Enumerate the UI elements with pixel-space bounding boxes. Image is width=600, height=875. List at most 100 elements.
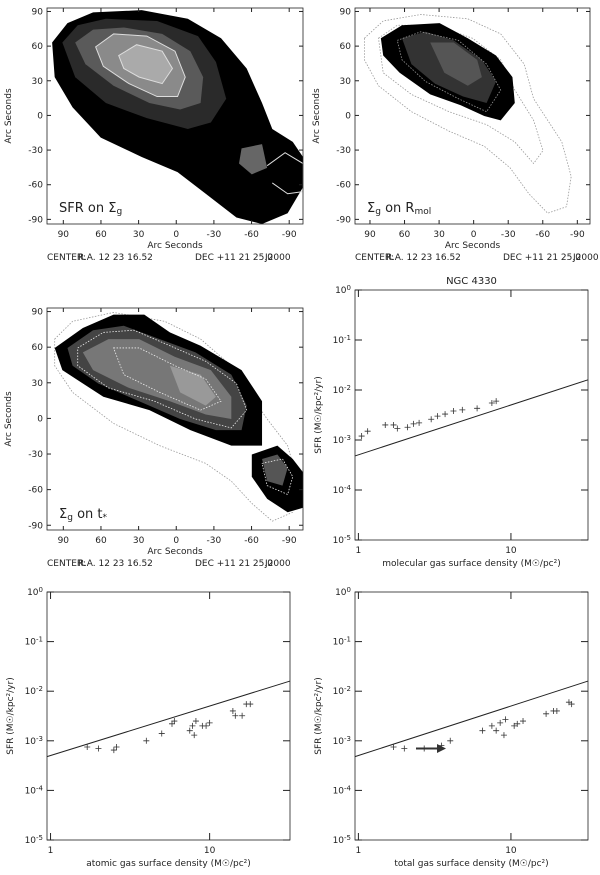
tick-exponent: -3 xyxy=(344,434,351,442)
data-point xyxy=(110,747,117,754)
tick-base: 10 xyxy=(333,486,345,496)
data-point xyxy=(543,710,550,717)
y-axis-label: Arc Seconds xyxy=(4,391,14,447)
data-point xyxy=(450,408,457,415)
tick-base: 10 xyxy=(333,436,345,446)
tick-base: 10 xyxy=(335,286,347,296)
footer-text: J2000 xyxy=(264,253,291,263)
y-tick-label: 10-3 xyxy=(333,434,351,446)
footer-text: CENTER: xyxy=(47,559,86,569)
label-part: * xyxy=(103,513,108,523)
y-tick-label: 10-1 xyxy=(333,636,351,648)
y-tick-label: 10-3 xyxy=(333,735,351,747)
x-axis-label: Arc Seconds xyxy=(147,547,203,557)
tick-base: 10 xyxy=(333,786,345,796)
y-tick-label: -90 xyxy=(28,215,43,225)
tick-exponent: -1 xyxy=(344,334,351,342)
tick-base: 10 xyxy=(333,836,345,846)
tick-base: 10 xyxy=(25,737,37,747)
y-tick-label: 10-3 xyxy=(25,735,43,747)
footer-text: DEC +11 21 25.0 xyxy=(195,253,273,263)
y-tick-label: 10-2 xyxy=(25,685,43,697)
data-point xyxy=(488,399,495,406)
data-point xyxy=(203,722,210,729)
label-part: SFR on Σ xyxy=(59,201,116,216)
plot-frame xyxy=(46,591,291,841)
data-point xyxy=(191,732,198,739)
data-point xyxy=(568,701,575,708)
y-tick-label: 10-1 xyxy=(25,636,43,648)
x-tick-label: 60 xyxy=(95,536,107,546)
footer-text: J2000 xyxy=(264,559,291,569)
x-tick-label: 10 xyxy=(505,546,517,556)
x-tick-label: 90 xyxy=(58,230,70,240)
y-tick-label: -30 xyxy=(336,146,351,156)
x-tick-label: -30 xyxy=(207,536,222,546)
tick-exponent: -4 xyxy=(344,484,352,492)
data-point xyxy=(95,745,102,752)
data-point xyxy=(488,722,495,729)
y-tick-label: 10-5 xyxy=(333,534,351,546)
x-tick-label: -90 xyxy=(282,230,297,240)
contour-map xyxy=(55,312,303,521)
y-tick-label: -30 xyxy=(28,450,43,460)
y-tick-label: 10-1 xyxy=(333,334,351,346)
y-tick-label: 60 xyxy=(340,42,352,52)
data-point xyxy=(447,737,454,744)
y-tick-label: -60 xyxy=(336,181,351,191)
tick-base: 10 xyxy=(333,687,345,697)
footer-text: DEC +11 21 25.0 xyxy=(195,559,273,569)
x-tick-label: 0 xyxy=(173,230,179,240)
data-point xyxy=(434,413,441,420)
data-point xyxy=(428,416,435,423)
y-tick-label: 30 xyxy=(340,77,352,87)
x-tick-label: -30 xyxy=(207,230,222,240)
footer-text: J2000 xyxy=(572,253,599,263)
data-point xyxy=(206,719,213,726)
y-axis-label: SFR (M☉/kpc²/yr) xyxy=(314,376,324,453)
x-axis-label: atomic gas surface density (M☉/pc²) xyxy=(86,859,251,869)
y-tick-label: 100 xyxy=(335,284,351,296)
data-point xyxy=(500,732,507,739)
data-point xyxy=(520,718,527,725)
fit-line xyxy=(354,379,589,457)
y-tick-label: -60 xyxy=(28,181,43,191)
data-point xyxy=(364,428,371,435)
data-point xyxy=(247,701,254,708)
tick-base: 10 xyxy=(25,836,37,846)
x-tick-label: 30 xyxy=(133,536,145,546)
x-tick-label: 60 xyxy=(95,230,107,240)
data-point xyxy=(358,433,365,440)
contour-map xyxy=(364,14,571,213)
panel-label: Σg on Rmol xyxy=(367,201,431,217)
tick-base: 10 xyxy=(25,687,37,697)
y-tick-label: 10-4 xyxy=(333,484,352,496)
x-tick-label: -60 xyxy=(535,230,550,240)
data-point xyxy=(442,411,449,418)
tick-exponent: -3 xyxy=(36,735,43,743)
x-tick-label: 60 xyxy=(399,230,411,240)
y-tick-label: -90 xyxy=(336,215,351,225)
y-tick-label: 30 xyxy=(32,379,44,389)
data-point xyxy=(390,743,397,750)
footer-text: CENTER: xyxy=(47,253,86,263)
tick-exponent: 0 xyxy=(347,284,351,292)
y-tick-label: 0 xyxy=(37,111,43,121)
footer-text: R.A. 12 23 16.52 xyxy=(78,559,153,569)
y-tick-label: 10-2 xyxy=(333,384,351,396)
data-point xyxy=(192,718,199,725)
plot-frame xyxy=(354,591,589,841)
y-tick-label: 90 xyxy=(340,7,352,17)
tick-base: 10 xyxy=(333,737,345,747)
data-point xyxy=(421,745,428,752)
footer-text: R.A. 12 23 16.52 xyxy=(78,253,153,263)
plot-frame xyxy=(354,7,591,225)
data-point xyxy=(459,406,466,413)
tick-exponent: -5 xyxy=(344,534,351,542)
tick-exponent: -4 xyxy=(36,785,44,793)
x-axis-label: total gas surface density (M☉/pc²) xyxy=(394,859,548,869)
x-tick-label: -60 xyxy=(244,536,259,546)
tick-exponent: 0 xyxy=(347,586,351,594)
tick-base: 10 xyxy=(333,536,345,546)
